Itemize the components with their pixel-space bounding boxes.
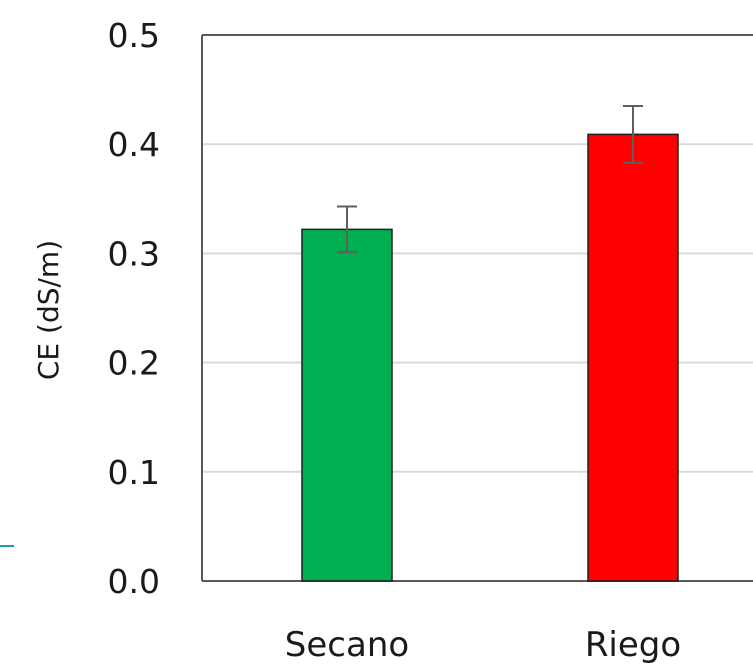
y-axis-label: CE (dS/m) bbox=[32, 240, 65, 380]
y-tick-label: 0.3 bbox=[108, 234, 160, 273]
y-tick-label: 0.4 bbox=[108, 125, 160, 164]
y-tick-label: 0.2 bbox=[108, 344, 160, 383]
error-bars bbox=[337, 104, 643, 254]
y-tick-label: 0.1 bbox=[108, 453, 160, 492]
y-axis-tick-labels: 0.0 0.1 0.2 0.3 0.4 0.5 bbox=[108, 16, 160, 601]
x-tick-label-riego: Riego bbox=[585, 625, 681, 664]
bar-secano bbox=[301, 228, 393, 582]
x-axis-tick-labels: Secano Riego bbox=[285, 625, 681, 665]
y-tick-label: 0.5 bbox=[108, 16, 160, 55]
x-tick-label-secano: Secano bbox=[285, 625, 409, 664]
y-tick-label: 0.0 bbox=[108, 562, 160, 601]
bars bbox=[301, 133, 679, 582]
bar-riego bbox=[587, 133, 679, 582]
